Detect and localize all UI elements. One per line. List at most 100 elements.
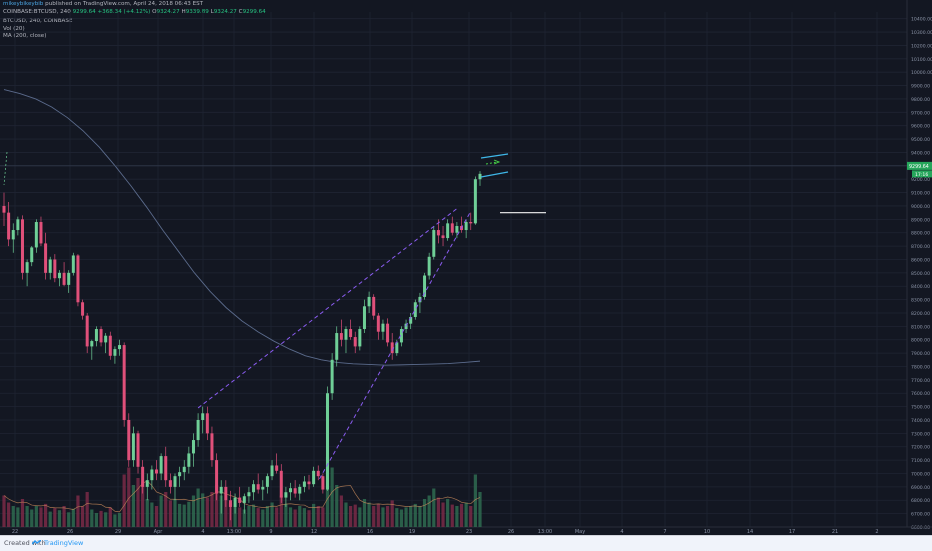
candle-body — [358, 329, 362, 347]
volume-bar — [450, 504, 454, 527]
publisher-link[interactable]: mikeybikeybib — [3, 1, 44, 7]
candle-body — [270, 465, 274, 477]
candle-body — [71, 255, 75, 273]
candle-body — [446, 223, 450, 239]
volume-bar — [39, 507, 43, 527]
volume-bar — [464, 502, 468, 527]
legend-title[interactable]: BTCUSD, 240, COINBASE — [3, 18, 73, 24]
time-axis-label: 16 — [367, 529, 373, 535]
volume-bar — [325, 457, 330, 527]
candle-body — [265, 476, 269, 487]
volume-bar — [71, 508, 75, 527]
volume-bar — [224, 500, 228, 527]
price-axis-label: 9000.00 — [911, 204, 930, 210]
candle-body — [413, 302, 417, 317]
candle-body — [94, 329, 98, 342]
tradingview-brand[interactable]: TradingView — [44, 539, 84, 547]
candle-body — [182, 466, 186, 473]
candle-body — [423, 275, 427, 297]
candle-body — [196, 419, 200, 441]
price-axis-label: 9500.00 — [911, 137, 930, 143]
price-axis-label: 9800.00 — [911, 97, 930, 103]
volume-bar — [168, 500, 172, 527]
volume-bar — [288, 507, 293, 527]
candles — [2, 171, 482, 521]
price-axis-label: 8400.00 — [911, 284, 930, 290]
candle-body — [256, 484, 260, 490]
wedge-lower-line — [319, 211, 472, 480]
volume-bar — [43, 503, 48, 527]
candle-body — [349, 329, 353, 338]
candle-body — [85, 315, 89, 347]
candle-body — [247, 492, 251, 497]
candle-body — [215, 460, 219, 494]
time-axis-label: Apr — [154, 529, 164, 535]
volume-bar — [344, 502, 348, 527]
candle-body — [362, 306, 366, 330]
volume-bar — [275, 507, 279, 527]
volume-bar — [422, 499, 427, 527]
volume-bar — [321, 507, 325, 527]
volume-bar — [173, 499, 177, 527]
indicator-ma[interactable]: MA (200, close) — [3, 33, 47, 39]
candle-body — [279, 470, 283, 498]
volume-bar — [25, 506, 29, 527]
price-axis-label: 10100.00 — [911, 57, 932, 63]
volume-bar — [67, 512, 71, 527]
time-axis-label: 12 — [311, 529, 317, 535]
volume-bar — [11, 506, 15, 527]
time-axis-label: 4 — [620, 529, 623, 535]
volume-bar — [182, 504, 186, 527]
price-axis-label: 7100.00 — [911, 458, 930, 464]
indicator-volume[interactable]: Vol (20) — [3, 25, 25, 32]
volume-bar — [251, 504, 256, 527]
volume-bar — [136, 478, 140, 527]
price-chart[interactable]: 10400.00 10300.00 10200.00 10100.00 10000.00… — [0, 0, 932, 535]
candle-body — [2, 205, 6, 213]
price-axis-label: 10200.00 — [911, 43, 932, 49]
volume-bar — [104, 512, 108, 527]
volume-bar — [191, 495, 196, 527]
candle-body — [90, 341, 94, 347]
price-axis-label: 7300.00 — [911, 431, 930, 437]
volume-bar — [141, 481, 145, 527]
volume-bar — [284, 503, 288, 527]
ma200-line — [3, 89, 481, 366]
candle-body — [293, 488, 297, 494]
volume-bar — [261, 509, 265, 527]
candle-body — [136, 433, 140, 467]
volume-bar — [76, 495, 80, 527]
candle-body — [339, 333, 343, 340]
volume-bar — [117, 513, 122, 527]
volume-bar — [427, 495, 431, 527]
volume-ma-line — [3, 480, 481, 513]
candle-body — [205, 413, 209, 434]
candle-body — [233, 497, 237, 507]
price-axis-label: 6900.00 — [911, 485, 930, 491]
volume-bar — [164, 492, 168, 527]
footer-bar: Created with TradingView — [0, 535, 932, 551]
time-axis-label: 19 — [409, 529, 415, 535]
time-axis-label: 17 — [789, 529, 795, 535]
price-axis-label: 9200.00 — [911, 177, 930, 183]
volume-bar — [316, 506, 320, 527]
price-axis-label: 7700.00 — [911, 378, 930, 384]
candle-body — [16, 219, 20, 231]
volume-bar — [293, 509, 297, 527]
candle-body — [427, 256, 431, 276]
price-axis-label: 7600.00 — [911, 391, 930, 397]
time-axis-label: 26 — [508, 529, 514, 535]
candle-body — [191, 440, 195, 454]
volume-bar — [395, 508, 399, 527]
volume-bar — [473, 474, 477, 527]
volume-bar — [187, 501, 191, 527]
volume-bar — [279, 495, 283, 527]
time-axis-label: 26 — [67, 529, 73, 535]
candle-body — [39, 222, 43, 244]
candle-body — [321, 476, 325, 490]
candle-body — [30, 247, 34, 263]
projection-arrow-line — [485, 161, 498, 165]
volume-bar — [247, 506, 251, 527]
candle-body — [53, 259, 57, 279]
candle-body — [252, 484, 256, 493]
